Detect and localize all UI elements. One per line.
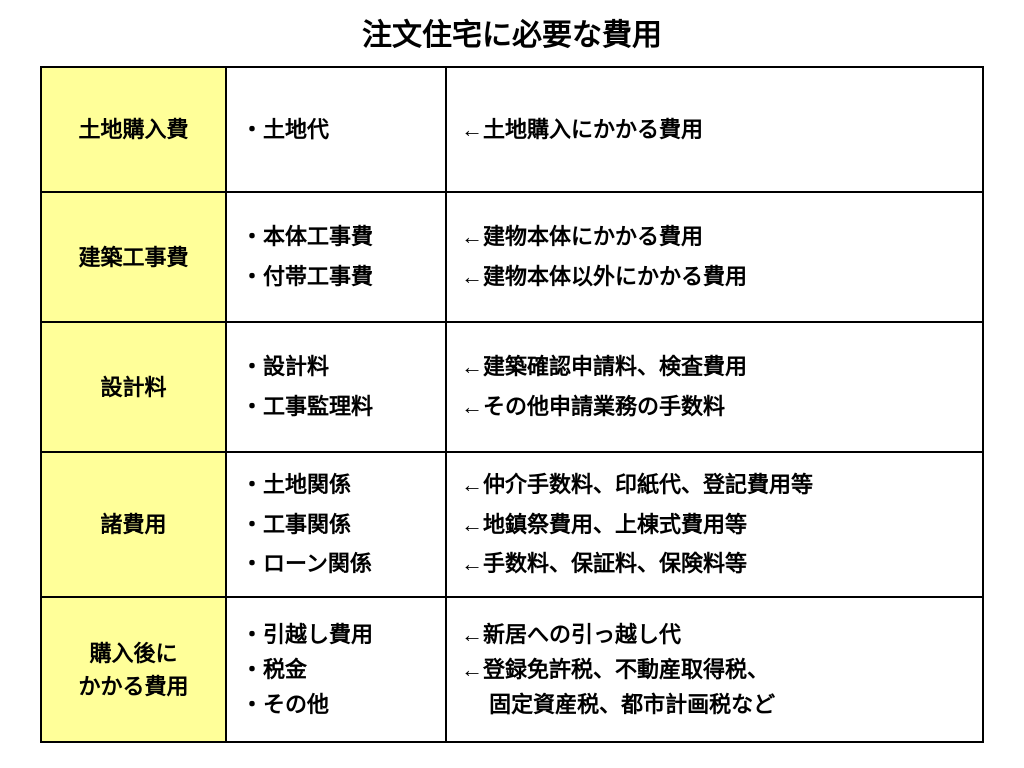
- text-line: ・ローン関係: [241, 544, 431, 584]
- text-line: ・引越し費用: [241, 617, 431, 652]
- category-cell: 購入後にかかる費用: [41, 597, 226, 742]
- desc-cell: ←建築確認申請料、検査費用←その他申請業務の手数料: [446, 322, 983, 452]
- text-line: ・その他: [241, 687, 431, 722]
- items-cell: ・土地関係・工事関係・ローン関係: [226, 452, 446, 597]
- text-line: ←仲介手数料、印紙代、登記費用等: [461, 465, 968, 505]
- text-line: ←その他申請業務の手数料: [461, 387, 968, 427]
- category-label: 諸費用: [56, 508, 211, 541]
- text-line: ・税金: [241, 652, 431, 687]
- items-cell: ・設計料・工事監理料: [226, 322, 446, 452]
- text-line: ←地鎮祭費用、上棟式費用等: [461, 505, 968, 545]
- text-line: 購入後に: [89, 637, 177, 670]
- category-label: 設計料: [56, 371, 211, 404]
- table-row: 建築工事費 ・本体工事費・付帯工事費 ←建物本体にかかる費用←建物本体以外にかか…: [41, 192, 983, 322]
- cost-table-body: 土地購入費 ・土地代 ←土地購入にかかる費用 建築工事費 ・本体工事費・付帯工事…: [41, 67, 983, 742]
- text-line: ・工事監理料: [241, 387, 431, 427]
- desc-cell: ←建物本体にかかる費用←建物本体以外にかかる費用: [446, 192, 983, 322]
- category-label: 購入後にかかる費用: [56, 637, 211, 703]
- category-cell: 設計料: [41, 322, 226, 452]
- text-line: ←建築確認申請料、検査費用: [461, 347, 968, 387]
- page-title: 注文住宅に必要な費用: [40, 10, 984, 54]
- text-line: ・土地関係: [241, 465, 431, 505]
- desc-cell: ←新居への引っ越し代←登録免許税、不動産取得税、 固定資産税、都市計画税など: [446, 597, 983, 742]
- text-line: かかる費用: [78, 670, 188, 703]
- text-line: 固定資産税、都市計画税など: [461, 687, 968, 722]
- text-line: 土地購入費: [78, 113, 188, 146]
- category-cell: 建築工事費: [41, 192, 226, 322]
- text-line: ・土地代: [241, 110, 431, 150]
- text-line: ・本体工事費: [241, 217, 431, 257]
- items-cell: ・引越し費用・税金・その他: [226, 597, 446, 742]
- text-line: 諸費用: [100, 508, 166, 541]
- table-row: 設計料 ・設計料・工事監理料 ←建築確認申請料、検査費用←その他申請業務の手数料: [41, 322, 983, 452]
- text-line: ・設計料: [241, 347, 431, 387]
- desc-cell: ←土地購入にかかる費用: [446, 67, 983, 192]
- text-line: ←建物本体にかかる費用: [461, 217, 968, 257]
- category-label: 建築工事費: [56, 241, 211, 274]
- text-line: 設計料: [100, 371, 166, 404]
- text-line: ←手数料、保証料、保険料等: [461, 544, 968, 584]
- text-line: ←土地購入にかかる費用: [461, 110, 968, 150]
- text-line: ←新居への引っ越し代: [461, 617, 968, 652]
- desc-cell: ←仲介手数料、印紙代、登記費用等←地鎮祭費用、上棟式費用等←手数料、保証料、保険…: [446, 452, 983, 597]
- category-cell: 土地購入費: [41, 67, 226, 192]
- table-row: 土地購入費 ・土地代 ←土地購入にかかる費用: [41, 67, 983, 192]
- category-label: 土地購入費: [56, 113, 211, 146]
- category-cell: 諸費用: [41, 452, 226, 597]
- items-cell: ・本体工事費・付帯工事費: [226, 192, 446, 322]
- table-row: 諸費用 ・土地関係・工事関係・ローン関係 ←仲介手数料、印紙代、登記費用等←地鎮…: [41, 452, 983, 597]
- text-line: ←建物本体以外にかかる費用: [461, 257, 968, 297]
- text-line: 建築工事費: [78, 241, 188, 274]
- table-row: 購入後にかかる費用 ・引越し費用・税金・その他 ←新居への引っ越し代←登録免許税…: [41, 597, 983, 742]
- cost-table: 土地購入費 ・土地代 ←土地購入にかかる費用 建築工事費 ・本体工事費・付帯工事…: [40, 66, 984, 743]
- text-line: ・工事関係: [241, 505, 431, 545]
- text-line: ・付帯工事費: [241, 257, 431, 297]
- text-line: ←登録免許税、不動産取得税、: [461, 652, 968, 687]
- items-cell: ・土地代: [226, 67, 446, 192]
